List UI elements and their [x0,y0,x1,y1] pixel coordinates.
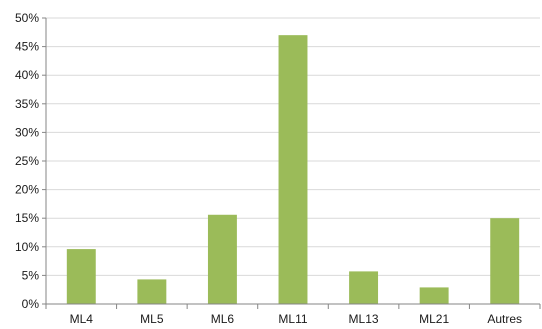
y-tick-label: 20% [15,183,39,197]
bar-ml21 [419,287,449,304]
x-tick-label: ML21 [419,312,449,326]
y-tick-label: 5% [22,268,40,282]
y-tick-label: 40% [15,68,39,82]
y-tick-label: 10% [15,240,39,254]
y-tick-label: 45% [15,40,39,54]
y-tick-label: 25% [15,154,39,168]
x-tick-label: ML13 [349,312,379,326]
bar-ml11 [278,35,308,304]
x-tick-label: ML4 [70,312,94,326]
y-tick-label: 35% [15,97,39,111]
x-tick-label: ML6 [211,312,235,326]
x-tick-label: Autres [487,312,522,326]
x-axis: ML4 ML5 ML6 ML11 ML13 ML21 Autres [45,303,541,326]
y-tick-label: 15% [15,211,39,225]
bar-ml13 [349,271,379,304]
x-tick-label: ML5 [140,312,164,326]
y-axis: 0% 5% 10% 15% 20% 25% 30% 35% 40% 45% 50% [15,11,47,311]
x-tick-label: ML11 [278,312,307,326]
bar-autres [490,218,520,304]
y-tick-label: 0% [22,297,40,311]
bar-ml5 [137,279,167,304]
bars [66,35,520,304]
y-tick-label: 30% [15,125,39,139]
bar-ml4 [66,249,96,304]
y-tick-label: 50% [15,11,39,25]
bar-ml6 [207,214,237,304]
